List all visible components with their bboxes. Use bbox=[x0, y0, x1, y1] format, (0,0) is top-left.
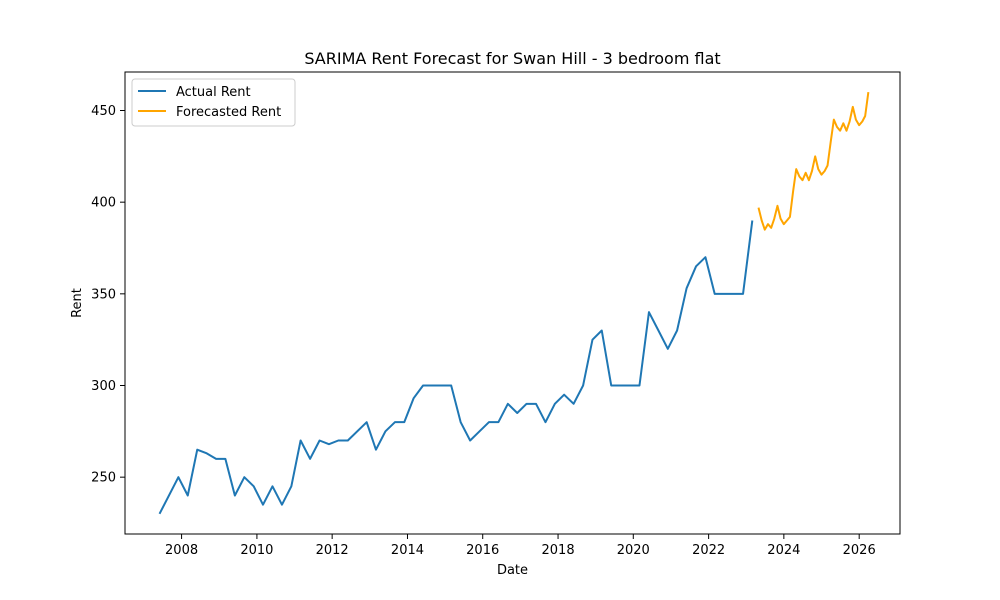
chart-title: SARIMA Rent Forecast for Swan Hill - 3 b… bbox=[304, 49, 720, 68]
legend-frame bbox=[131, 78, 296, 127]
x-tick-label: 2018 bbox=[542, 543, 575, 558]
y-tick-label: 300 bbox=[91, 379, 116, 394]
x-tick-label: 2024 bbox=[767, 543, 800, 558]
y-axis-label: Rent bbox=[70, 288, 85, 318]
y-tick-label: 450 bbox=[91, 104, 116, 119]
x-tick-label: 2020 bbox=[617, 543, 650, 558]
plot-frame bbox=[124, 71, 901, 535]
y-tick-label: 350 bbox=[91, 287, 116, 302]
legend-label-actual-rent: Actual Rent bbox=[176, 85, 251, 100]
series-line-forecasted-rent bbox=[757, 92, 870, 231]
x-tick-label: 2016 bbox=[466, 543, 499, 558]
y-tick-label: 400 bbox=[91, 196, 116, 211]
x-axis-label: Date bbox=[497, 563, 528, 578]
x-tick-label: 2014 bbox=[391, 543, 424, 558]
x-tick-label: 2022 bbox=[692, 543, 725, 558]
x-axis-ticks: 2008 2010 2012 2014 2016 2018 2020 2022 2024 2026 bbox=[165, 534, 876, 558]
legend-label-forecasted-rent: Forecasted Rent bbox=[176, 105, 281, 120]
x-tick-label: 2010 bbox=[240, 543, 273, 558]
x-tick-label: 2012 bbox=[316, 543, 349, 558]
y-axis-ticks: 250 300 350 400 450 bbox=[91, 104, 125, 486]
plot-area bbox=[124, 71, 901, 535]
x-tick-label: 2026 bbox=[843, 543, 876, 558]
x-tick-label: 2008 bbox=[165, 543, 198, 558]
series-line-actual-rent bbox=[158, 220, 754, 515]
series-layer bbox=[158, 92, 870, 515]
legend: Actual Rent Forecasted Rent bbox=[131, 78, 296, 127]
y-tick-label: 250 bbox=[91, 471, 116, 486]
